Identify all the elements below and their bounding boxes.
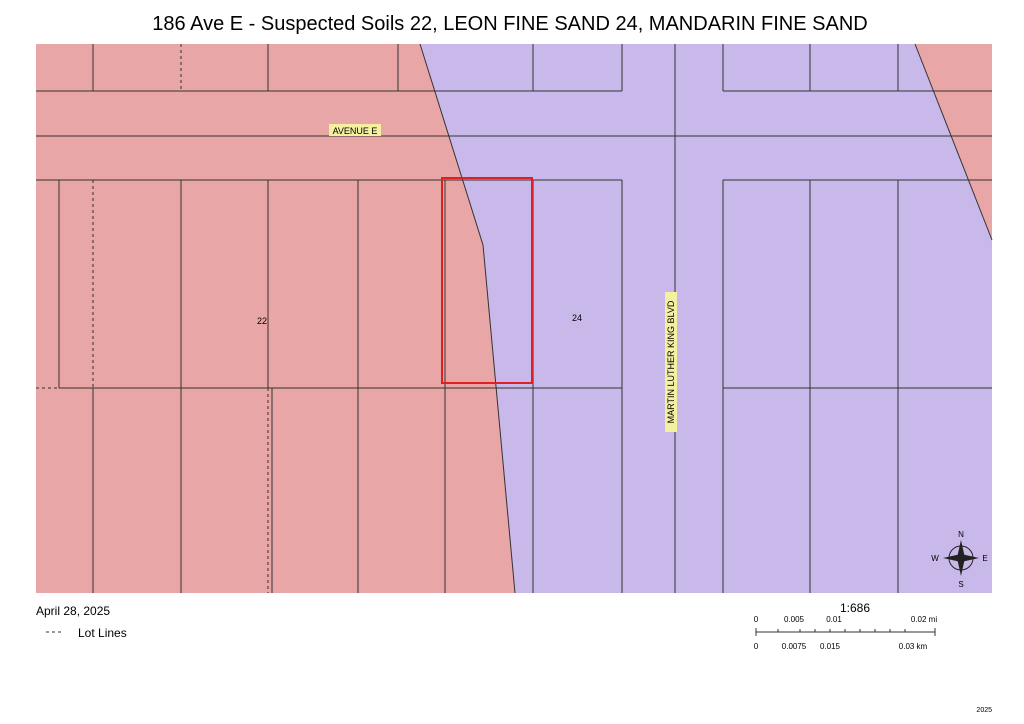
lot-lines bbox=[36, 44, 992, 593]
scale-label: 0.01 bbox=[826, 615, 842, 624]
compass-label: N bbox=[958, 530, 964, 539]
scale-label: 0.03 km bbox=[899, 642, 928, 651]
compass-label: S bbox=[958, 580, 963, 589]
scale-bar: 0 0.005 0.01 0.02 mi 0 0.0075 0.015 0.03… bbox=[754, 615, 938, 651]
soil-22-area bbox=[36, 44, 515, 593]
compass: N S E W bbox=[931, 530, 987, 589]
scale-label: 0 bbox=[754, 615, 759, 624]
map: AVENUE E MARTIN LUTHER KING BLVD 22 24 N… bbox=[36, 43, 993, 594]
corner-text: 2025 bbox=[976, 707, 992, 714]
scale-label: 0.005 bbox=[784, 615, 805, 624]
compass-label: E bbox=[982, 554, 987, 563]
street-label: AVENUE E bbox=[333, 126, 378, 136]
soil-boundary bbox=[419, 43, 516, 594]
scale-label: 0.0075 bbox=[782, 642, 807, 651]
scale-label: 0 bbox=[754, 642, 759, 651]
date: April 28, 2025 bbox=[36, 604, 110, 618]
soil-boundary bbox=[914, 43, 993, 241]
title: 186 Ave E - Suspected Soils 22, LEON FIN… bbox=[152, 13, 867, 35]
soil-label: 24 bbox=[572, 313, 582, 323]
street-label: MARTIN LUTHER KING BLVD bbox=[666, 300, 676, 423]
compass-label: W bbox=[931, 554, 939, 563]
legend-label: Lot Lines bbox=[78, 626, 127, 640]
scale-ratio: 1:686 bbox=[840, 601, 870, 615]
subject-parcel bbox=[441, 177, 533, 384]
label-bg bbox=[329, 124, 381, 136]
label-bg bbox=[665, 292, 677, 432]
soil-label: 22 bbox=[257, 316, 267, 326]
scale-label: 0.02 mi bbox=[911, 615, 937, 624]
scale-label: 0.015 bbox=[820, 642, 841, 651]
